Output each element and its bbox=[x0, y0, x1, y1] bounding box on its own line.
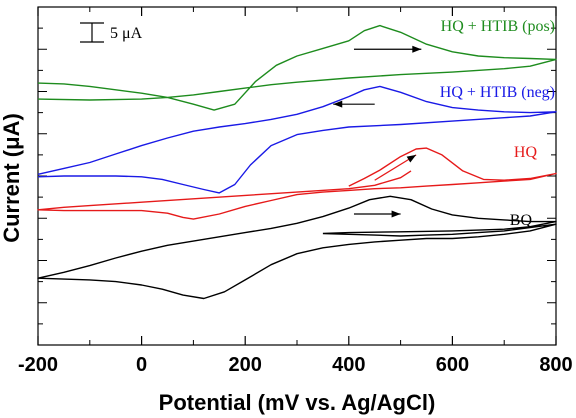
series-label: HQ bbox=[514, 144, 538, 161]
x-tick-label: 0 bbox=[136, 354, 147, 376]
series-label: HQ + HTIB (neg) bbox=[440, 84, 555, 101]
scale-bar-label: 5 μA bbox=[110, 25, 143, 42]
x-tick-label: 800 bbox=[539, 354, 572, 376]
series-layer bbox=[37, 24, 557, 300]
x-tick-label: 400 bbox=[332, 354, 365, 376]
x-tick-label: 200 bbox=[229, 354, 262, 376]
series-line-hq bbox=[37, 147, 557, 220]
series-label: BQ bbox=[510, 212, 533, 229]
series-line-hq-htib-neg bbox=[37, 85, 557, 194]
scan-arrow bbox=[374, 154, 417, 181]
series-label: HQ + HTIB (pos) bbox=[441, 18, 555, 35]
x-tick-label: 600 bbox=[436, 354, 469, 376]
x-axis-title: Potential (mV vs. Ag/AgCl) bbox=[159, 390, 436, 415]
y-axis-title: Current (μA) bbox=[0, 113, 24, 243]
scan-arrow bbox=[353, 210, 401, 218]
scan-arrow bbox=[353, 45, 422, 53]
series-line-hq-htib-pos bbox=[37, 24, 557, 111]
x-tick-label: -200 bbox=[18, 354, 58, 376]
series-line-bq bbox=[37, 195, 557, 300]
axis-ticks: -200 0 200 400 600 800 bbox=[18, 6, 573, 376]
scale-bar bbox=[80, 22, 104, 43]
series-labels: HQ + HTIB (pos) HQ + HTIB (neg) HQ BQ bbox=[440, 18, 555, 229]
arrows-layer bbox=[333, 45, 422, 218]
scan-arrow bbox=[333, 100, 375, 108]
